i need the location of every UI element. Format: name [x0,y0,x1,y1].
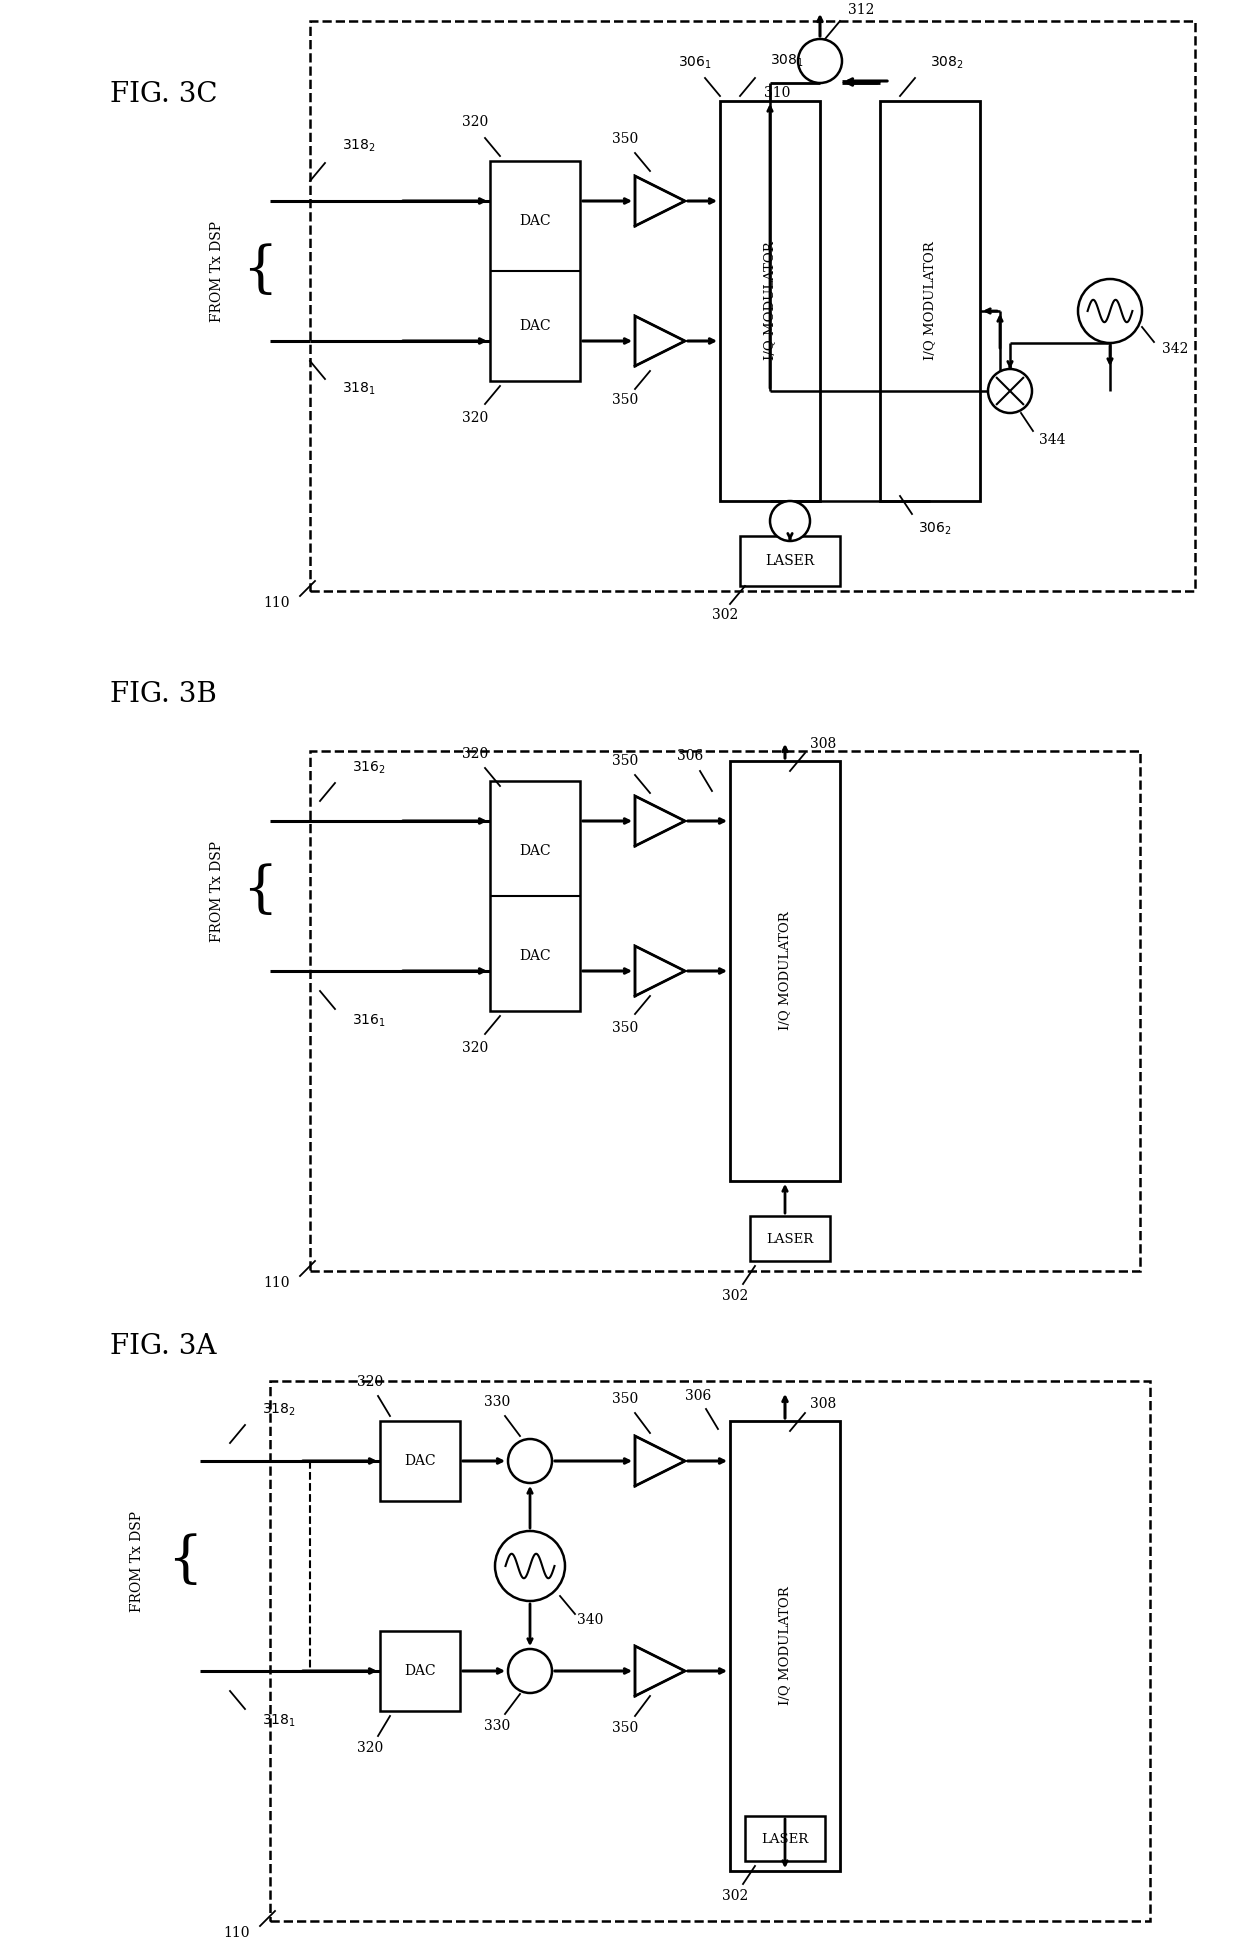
Text: 302: 302 [722,1889,748,1902]
Text: 350: 350 [611,1721,639,1734]
Text: 320: 320 [461,1042,489,1055]
Text: $318_2$: $318_2$ [262,1401,296,1418]
Polygon shape [635,946,684,997]
Text: LASER: LASER [765,554,815,568]
Circle shape [799,39,842,84]
Text: 310: 310 [764,86,790,100]
Text: {: { [167,1533,202,1588]
Circle shape [508,1649,552,1693]
Text: $318_2$: $318_2$ [342,139,376,154]
Text: $306_1$: $306_1$ [678,55,712,70]
Text: DAC: DAC [520,845,551,858]
Circle shape [770,501,810,540]
Bar [379,1631,460,1711]
Text: 308: 308 [810,1397,836,1411]
Text: FIG. 3B: FIG. 3B [110,681,217,708]
Bar [745,1816,825,1861]
Text: 350: 350 [611,1020,639,1034]
Text: I/Q MODULATOR: I/Q MODULATOR [764,242,776,361]
Text: 110: 110 [223,1926,250,1939]
Text: 344: 344 [1039,433,1065,447]
Text: DAC: DAC [520,320,551,334]
Text: FIG. 3C: FIG. 3C [110,82,217,107]
Bar [720,101,820,501]
Text: 350: 350 [611,753,639,769]
Text: 320: 320 [357,1375,383,1389]
Text: $318_1$: $318_1$ [342,380,376,398]
Text: {: { [242,864,278,919]
Bar [490,780,580,1011]
Text: $316_2$: $316_2$ [352,759,386,776]
Text: 110: 110 [263,1276,290,1290]
Text: 312: 312 [848,4,874,18]
Text: DAC: DAC [404,1664,435,1678]
Text: {: { [242,244,278,299]
Text: 110: 110 [263,595,290,611]
Text: 306: 306 [677,749,703,763]
Text: 302: 302 [712,609,738,622]
Polygon shape [635,796,684,847]
Bar [740,537,839,585]
Circle shape [1078,279,1142,343]
Text: FIG. 3A: FIG. 3A [110,1333,217,1360]
Text: FROM Tx DSP: FROM Tx DSP [210,220,224,322]
Text: DAC: DAC [520,215,551,228]
Text: 320: 320 [357,1740,383,1756]
Text: $318_1$: $318_1$ [262,1713,296,1729]
Text: 302: 302 [722,1290,748,1303]
Text: 350: 350 [611,1391,639,1407]
Text: $306_2$: $306_2$ [918,521,952,537]
Text: I/Q MODULATOR: I/Q MODULATOR [779,1586,791,1705]
Polygon shape [635,316,684,367]
Text: DAC: DAC [404,1453,435,1467]
Text: 320: 320 [461,412,489,425]
Bar [270,1381,1149,1922]
Text: 350: 350 [611,133,639,146]
Text: I/Q MODULATOR: I/Q MODULATOR [924,242,936,361]
Polygon shape [635,176,684,226]
Bar [310,21,1195,591]
Bar [379,1420,460,1500]
Text: LASER: LASER [761,1832,808,1846]
Text: $308_2$: $308_2$ [930,55,963,70]
Circle shape [508,1440,552,1483]
Text: 330: 330 [484,1395,510,1409]
Text: 306: 306 [684,1389,711,1403]
Polygon shape [635,1436,684,1487]
Bar [730,1420,839,1871]
Text: 320: 320 [461,115,489,129]
Text: $316_1$: $316_1$ [352,1013,386,1030]
Text: DAC: DAC [520,948,551,964]
Circle shape [988,369,1032,414]
Text: FROM Tx DSP: FROM Tx DSP [210,841,224,942]
Polygon shape [635,1647,684,1695]
Circle shape [495,1532,565,1602]
Bar [880,101,980,501]
Text: 350: 350 [611,392,639,408]
Text: LASER: LASER [766,1233,813,1245]
Text: 342: 342 [1162,341,1188,355]
Text: 330: 330 [484,1719,510,1732]
Text: $308_1$: $308_1$ [770,53,804,68]
Text: 320: 320 [461,747,489,761]
Text: I/Q MODULATOR: I/Q MODULATOR [779,911,791,1030]
Text: 340: 340 [577,1613,604,1627]
Bar [730,761,839,1180]
Text: FROM Tx DSP: FROM Tx DSP [130,1510,144,1612]
Bar [490,162,580,380]
Text: 308: 308 [810,737,836,751]
Bar [750,1215,830,1260]
Bar [310,751,1140,1270]
